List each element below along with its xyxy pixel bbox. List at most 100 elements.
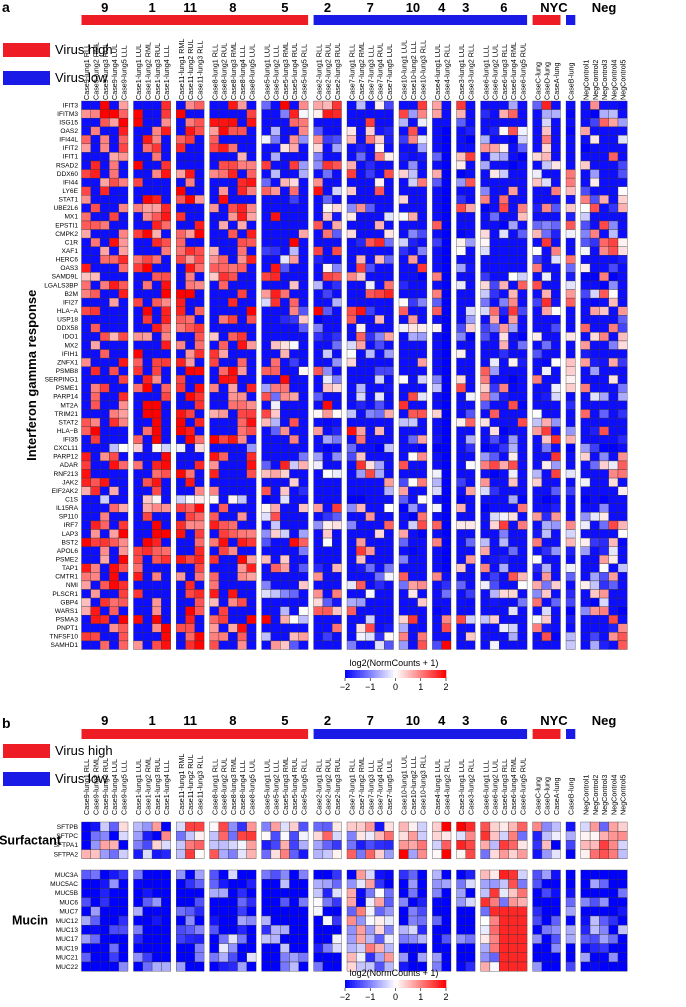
heatmap-cell — [599, 289, 609, 299]
heatmap-cell — [142, 925, 153, 935]
heatmap-cell — [218, 237, 229, 247]
heatmap-cell — [384, 263, 394, 273]
heatmap-cell — [517, 879, 528, 889]
heatmap-cell — [517, 323, 528, 333]
heatmap-cell — [261, 589, 272, 599]
heatmap-cell — [589, 469, 600, 479]
group-label: 5 — [281, 713, 288, 728]
heatmap-cell — [499, 323, 509, 333]
heatmap-cell — [580, 555, 591, 564]
heatmap-cell — [432, 821, 442, 832]
heatmap-cell — [465, 546, 476, 556]
heatmap-cell — [508, 952, 518, 963]
heatmap-cell — [365, 597, 376, 607]
heatmap-cell — [589, 212, 600, 222]
heatmap-cell — [408, 597, 418, 607]
sample-label: Case6-lung1 LLL — [481, 760, 490, 815]
heatmap-cell — [565, 435, 576, 444]
gene-row-label: IFIT2 — [63, 145, 79, 152]
heatmap-cell — [151, 831, 162, 841]
heatmap-cell — [218, 297, 229, 307]
heatmap-cell — [617, 869, 628, 880]
heatmap-cell — [356, 915, 366, 926]
heatmap-cell — [384, 160, 394, 170]
heatmap-cell — [374, 460, 385, 470]
heatmap-cell — [365, 280, 376, 290]
heatmap-cell — [161, 435, 171, 444]
heatmap-cell — [608, 135, 619, 145]
heatmap-cell — [161, 229, 171, 239]
heatmap-cell — [398, 255, 409, 265]
heatmap-cell — [322, 237, 333, 247]
heatmap-cell — [133, 203, 143, 213]
heatmap-cell — [384, 323, 394, 333]
heatmap-cell — [280, 486, 290, 496]
heatmap-cell — [298, 452, 309, 462]
heatmap-cell — [298, 306, 309, 316]
heatmap-cell — [142, 280, 153, 290]
heatmap-cell — [432, 952, 442, 963]
heatmap-cell — [90, 383, 101, 393]
heatmap-cell — [541, 537, 552, 547]
heatmap-cell — [565, 263, 576, 273]
heatmap-cell — [432, 220, 442, 230]
heatmap-cell — [237, 375, 247, 384]
heatmap-cell — [313, 606, 324, 616]
heatmap-cell — [365, 332, 376, 342]
heatmap-cell — [384, 383, 394, 393]
heatmap-cell — [176, 563, 186, 573]
heatmap-cell — [280, 580, 290, 590]
heatmap-cell — [365, 934, 376, 944]
heatmap-cell — [456, 289, 466, 299]
heatmap-cell — [489, 126, 500, 136]
heatmap-cell — [365, 375, 376, 384]
heatmap-cell — [499, 952, 509, 963]
heatmap-cell — [580, 392, 591, 402]
heatmap-cell — [194, 306, 205, 316]
heatmap-cell — [270, 237, 281, 247]
heatmap-cell — [456, 477, 466, 487]
heatmap-cell — [185, 366, 195, 376]
heatmap-cell — [133, 952, 143, 963]
heatmap-cell — [298, 195, 309, 205]
heatmap-cell — [365, 255, 376, 265]
heatmap-cell — [441, 589, 452, 599]
heatmap-cell — [617, 831, 628, 841]
heatmap-cell — [237, 952, 247, 963]
heatmap-cell — [432, 366, 442, 376]
heatmap-cell — [441, 417, 452, 427]
heatmap-cell — [246, 272, 257, 282]
heatmap-cell — [541, 623, 552, 633]
heatmap-cell — [81, 640, 91, 650]
heatmap-cell — [508, 615, 518, 624]
heatmap-cell — [322, 512, 333, 522]
heatmap-cell — [209, 537, 220, 547]
heatmap-cell — [398, 203, 409, 213]
heatmap-cell — [246, 435, 257, 444]
heatmap-cell — [133, 486, 143, 496]
heatmap-cell — [532, 572, 543, 582]
heatmap-cell — [441, 392, 452, 402]
heatmap-cell — [551, 546, 561, 556]
heatmap-cell — [332, 100, 342, 110]
heatmap-cell — [209, 220, 220, 230]
heatmap-cell — [432, 417, 442, 427]
heatmap-cell — [365, 152, 376, 162]
heatmap-cell — [218, 623, 229, 633]
heatmap-cell — [109, 349, 119, 359]
heatmap-cell — [541, 220, 552, 230]
heatmap-cell — [441, 888, 452, 898]
heatmap-cell — [408, 840, 418, 850]
heatmap-cell — [356, 849, 366, 859]
heatmap-cell — [194, 195, 205, 205]
heatmap-cell — [81, 580, 91, 590]
heatmap-cell — [499, 100, 509, 110]
heatmap-cell — [617, 126, 628, 136]
heatmap-cell — [532, 186, 543, 196]
heatmap-cell — [185, 615, 195, 624]
heatmap-cell — [176, 332, 186, 342]
heatmap-cell — [261, 332, 272, 342]
heatmap-cell — [541, 831, 552, 841]
heatmap-cell — [270, 632, 281, 642]
heatmap-cell — [608, 961, 619, 972]
